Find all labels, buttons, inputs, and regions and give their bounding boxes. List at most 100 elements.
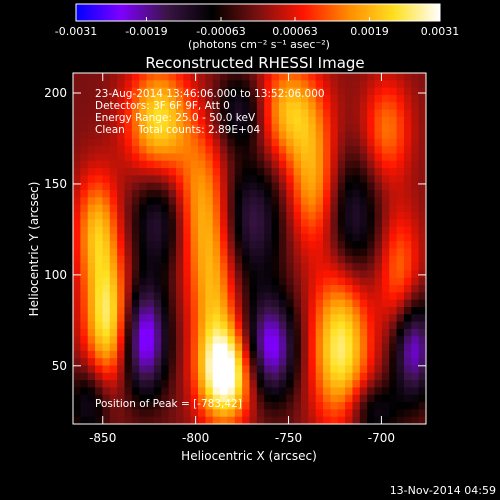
heatmap-cell [102, 73, 111, 81]
heatmap-cell [249, 358, 258, 367]
heatmap-cell [323, 350, 331, 359]
heatmap-cell [308, 372, 317, 381]
heatmap-cell [183, 233, 192, 242]
heatmap-cell [183, 190, 192, 198]
heatmap-cell [264, 197, 273, 206]
heatmap-cell [403, 321, 412, 330]
heatmap-cell [286, 314, 295, 323]
heatmap-cell [300, 204, 309, 213]
heatmap-cell [249, 211, 258, 220]
heatmap-cell [249, 182, 258, 191]
heatmap-cell [117, 292, 126, 301]
heatmap-cell [330, 307, 339, 315]
heatmap-cell [212, 277, 221, 286]
heatmap-cell [175, 233, 184, 242]
heatmap-cell [315, 307, 324, 315]
heatmap-cell [345, 358, 354, 367]
heatmap-cell [73, 321, 81, 330]
heatmap-cell [73, 94, 81, 103]
heatmap-cell [242, 343, 251, 352]
heatmap-cell [300, 307, 309, 315]
heatmap-cell [131, 233, 140, 242]
heatmap-cell [131, 328, 140, 337]
footer-timestamp: 13-Nov-2014 04:59 [390, 484, 496, 497]
heatmap-cell [146, 102, 155, 111]
heatmap-cell [249, 314, 258, 323]
heatmap-cell [124, 241, 133, 250]
heatmap-cell [330, 73, 339, 81]
heatmap-cell [345, 328, 354, 337]
heatmap-cell [95, 255, 104, 264]
heatmap-cell [352, 343, 361, 352]
heatmap-cell [139, 146, 148, 155]
heatmap-cell [300, 211, 309, 220]
heatmap-cell [131, 124, 140, 133]
heatmap-cell [323, 263, 331, 272]
heatmap-cell [264, 109, 273, 118]
heatmap-cell [330, 211, 339, 220]
heatmap-cell [359, 307, 368, 315]
heatmap-cell [73, 80, 81, 89]
heatmap-cell [153, 219, 162, 228]
heatmap-cell [286, 394, 295, 403]
heatmap-cell [87, 73, 96, 81]
heatmap-cell [396, 299, 405, 308]
heatmap-cell [367, 314, 376, 323]
heatmap-cell [234, 73, 243, 81]
heatmap-cell [73, 248, 81, 257]
heatmap-cell [389, 255, 398, 264]
heatmap-cell [308, 241, 317, 250]
heatmap-cell [146, 153, 155, 162]
heatmap-cell [381, 292, 390, 301]
heatmap-cell [73, 233, 81, 242]
heatmap-cell [374, 255, 383, 264]
heatmap-cell [374, 358, 383, 367]
heatmap-cell [190, 190, 199, 198]
heatmap-cell [278, 153, 287, 162]
heatmap-cell [102, 358, 111, 367]
heatmap-cell [396, 241, 405, 250]
heatmap-cell [227, 365, 236, 374]
heatmap-cell [403, 416, 412, 425]
heatmap-cell [403, 394, 412, 403]
heatmap-cell [271, 372, 280, 381]
heatmap-cell [300, 190, 309, 198]
heatmap-cell [168, 204, 177, 213]
heatmap-cell [124, 116, 133, 125]
heatmap-cell [87, 233, 96, 242]
heatmap-cell [418, 241, 427, 250]
heatmap-cell [212, 138, 221, 147]
heatmap-cell [175, 73, 184, 81]
heatmap-cell [396, 358, 405, 367]
heatmap-cell [117, 131, 126, 140]
heatmap-cell [198, 73, 206, 81]
heatmap-cell [396, 124, 405, 133]
heatmap-cell [117, 116, 126, 125]
heatmap-cell [337, 124, 346, 133]
heatmap-cell [139, 292, 148, 301]
heatmap-cell [418, 387, 427, 396]
heatmap-cell [234, 219, 243, 228]
heatmap-cell [330, 336, 339, 345]
heatmap-cell [183, 124, 192, 133]
heatmap-cell [278, 87, 287, 96]
heatmap-cell [168, 182, 177, 191]
heatmap-cell [396, 219, 405, 228]
heatmap-cell [345, 102, 354, 111]
heatmap-cell [315, 204, 324, 213]
heatmap-cell [286, 211, 295, 220]
heatmap-cell [80, 402, 89, 410]
heatmap-cell [109, 204, 118, 213]
heatmap-cell [242, 204, 251, 213]
heatmap-cell [256, 233, 265, 242]
heatmap-cell [381, 116, 390, 125]
heatmap-cell [418, 350, 427, 359]
heatmap-cell [109, 73, 118, 81]
heatmap-cell [315, 285, 324, 293]
heatmap-cell [87, 138, 96, 147]
heatmap-cell [124, 270, 133, 279]
heatmap-cell [124, 138, 133, 147]
heatmap-cell [161, 94, 170, 103]
heatmap-cell [249, 241, 258, 250]
heatmap-cell [205, 299, 214, 308]
